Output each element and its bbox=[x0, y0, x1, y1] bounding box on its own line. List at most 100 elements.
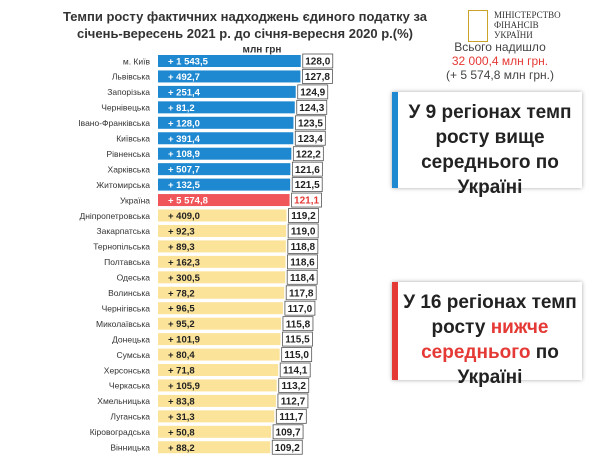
chart: млн грн м. Київ + 1 543,5 128,0 Львівська + … bbox=[78, 45, 334, 455]
bar bbox=[158, 132, 294, 145]
increase-label: + 83,8 bbox=[168, 396, 195, 407]
category-label: Волинська bbox=[108, 288, 150, 298]
category-label: Хмельницька bbox=[97, 396, 150, 406]
value-box bbox=[286, 269, 318, 285]
value-box bbox=[275, 408, 307, 424]
increase-label: + 162,3 bbox=[168, 257, 200, 268]
note-text: У 9 регіонах темп росту вище середнього … bbox=[408, 102, 572, 198]
logo: МІНІСТЕРСТВО ФІНАНСІВ УКРАЇНИ bbox=[468, 10, 598, 42]
category-label: Черкаська bbox=[109, 381, 150, 391]
value-box bbox=[295, 115, 326, 131]
category-label: Одеська bbox=[117, 273, 151, 283]
value-box bbox=[291, 192, 322, 208]
value-box bbox=[279, 362, 311, 378]
value-box bbox=[287, 254, 318, 270]
category-label: Чернігівська bbox=[102, 303, 151, 313]
bar bbox=[158, 333, 281, 346]
category-label: Луганська bbox=[110, 412, 150, 422]
value-label: 121,1 bbox=[294, 196, 319, 207]
category-label: Чернівецька bbox=[101, 103, 150, 113]
note-box: У 16 регіонах темп росту нижче середньог… bbox=[392, 282, 582, 388]
value-label: 112,7 bbox=[281, 397, 306, 408]
increase-label: + 78,2 bbox=[168, 288, 195, 299]
value-box bbox=[292, 146, 324, 162]
bar bbox=[158, 178, 291, 191]
value-label: 124,9 bbox=[300, 88, 325, 99]
total-increase: (+ 5 574,8 млн грн.) bbox=[446, 68, 554, 82]
value-box bbox=[296, 99, 328, 115]
chart-title: Темпи росту фактичних надходжень єдиного… bbox=[63, 9, 427, 41]
value-box bbox=[291, 177, 323, 193]
bar bbox=[158, 163, 291, 176]
value-box bbox=[302, 53, 334, 69]
increase-label: + 101,9 bbox=[168, 335, 200, 346]
increase-label: + 1 543,5 bbox=[168, 57, 209, 68]
increase-label: + 507,7 bbox=[168, 165, 200, 176]
value-label: 109,2 bbox=[275, 443, 300, 454]
category-label: Львівська bbox=[112, 72, 150, 82]
value-label: 113,2 bbox=[282, 381, 307, 392]
value-label: 115,5 bbox=[285, 335, 310, 346]
value-label: 115,0 bbox=[284, 350, 309, 361]
bar bbox=[158, 240, 286, 253]
bar bbox=[158, 101, 295, 114]
increase-label: + 92,3 bbox=[168, 226, 195, 237]
logo-text: МІНІСТЕРСТВО ФІНАНСІВ УКРАЇНИ bbox=[494, 10, 561, 40]
bar bbox=[158, 441, 271, 454]
bar bbox=[158, 348, 280, 361]
logo-emblem bbox=[468, 10, 488, 42]
value-label: 115,8 bbox=[286, 319, 311, 330]
category-label: Миколаївська bbox=[96, 319, 150, 329]
value-box bbox=[277, 393, 309, 409]
category-label: Київська bbox=[116, 134, 150, 144]
increase-label: + 31,3 bbox=[168, 412, 195, 423]
bar bbox=[158, 147, 292, 160]
increase-label: + 492,7 bbox=[168, 72, 200, 83]
value-box bbox=[294, 130, 326, 146]
increase-label: + 88,2 bbox=[168, 443, 195, 454]
bar bbox=[158, 209, 287, 222]
value-label: 118,6 bbox=[290, 257, 315, 268]
value-label: 119,2 bbox=[291, 211, 316, 222]
value-label: 118,8 bbox=[291, 242, 316, 253]
bar bbox=[158, 116, 294, 129]
bar bbox=[158, 410, 275, 423]
value-box bbox=[282, 331, 313, 347]
value-label: 117,0 bbox=[288, 304, 313, 315]
increase-label: + 132,5 bbox=[168, 180, 201, 191]
value-box bbox=[281, 347, 313, 362]
value-box bbox=[285, 285, 317, 301]
category-label: Полтавська bbox=[104, 257, 150, 267]
increase-label: + 50,8 bbox=[168, 427, 195, 438]
value-box bbox=[284, 300, 316, 316]
value-box bbox=[287, 223, 319, 239]
note-text: У 16 регіонах темп росту bbox=[403, 292, 577, 338]
value-label: 114,1 bbox=[283, 366, 308, 377]
value-label: 111,7 bbox=[279, 412, 303, 423]
value-box bbox=[297, 84, 329, 100]
bar bbox=[158, 302, 283, 315]
increase-label: + 89,3 bbox=[168, 242, 195, 253]
bar bbox=[158, 286, 285, 299]
increase-label: + 128,0 bbox=[168, 118, 200, 129]
logo-line: ФІНАНСІВ bbox=[494, 20, 539, 30]
category-label: Україна bbox=[120, 195, 150, 205]
value-box bbox=[287, 238, 319, 254]
bar bbox=[158, 70, 301, 83]
category-label: Рівненська bbox=[106, 149, 150, 159]
value-label: 128,0 bbox=[305, 57, 330, 68]
value-label: 117,8 bbox=[289, 288, 314, 299]
increase-label: + 80,4 bbox=[168, 350, 195, 361]
bar bbox=[158, 194, 290, 207]
value-label: 124,3 bbox=[299, 103, 324, 114]
value-label: 121,5 bbox=[295, 180, 320, 191]
logo-line: МІНІСТЕРСТВО bbox=[494, 10, 561, 20]
increase-label: + 81,2 bbox=[168, 103, 195, 114]
value-box bbox=[278, 378, 310, 393]
value-box bbox=[282, 316, 314, 332]
value-label: 123,5 bbox=[298, 118, 323, 129]
category-label: Закарпатська bbox=[97, 226, 151, 236]
increase-label: + 105,9 bbox=[168, 381, 200, 392]
value-label: 121,6 bbox=[295, 165, 320, 176]
value-box bbox=[302, 69, 333, 84]
